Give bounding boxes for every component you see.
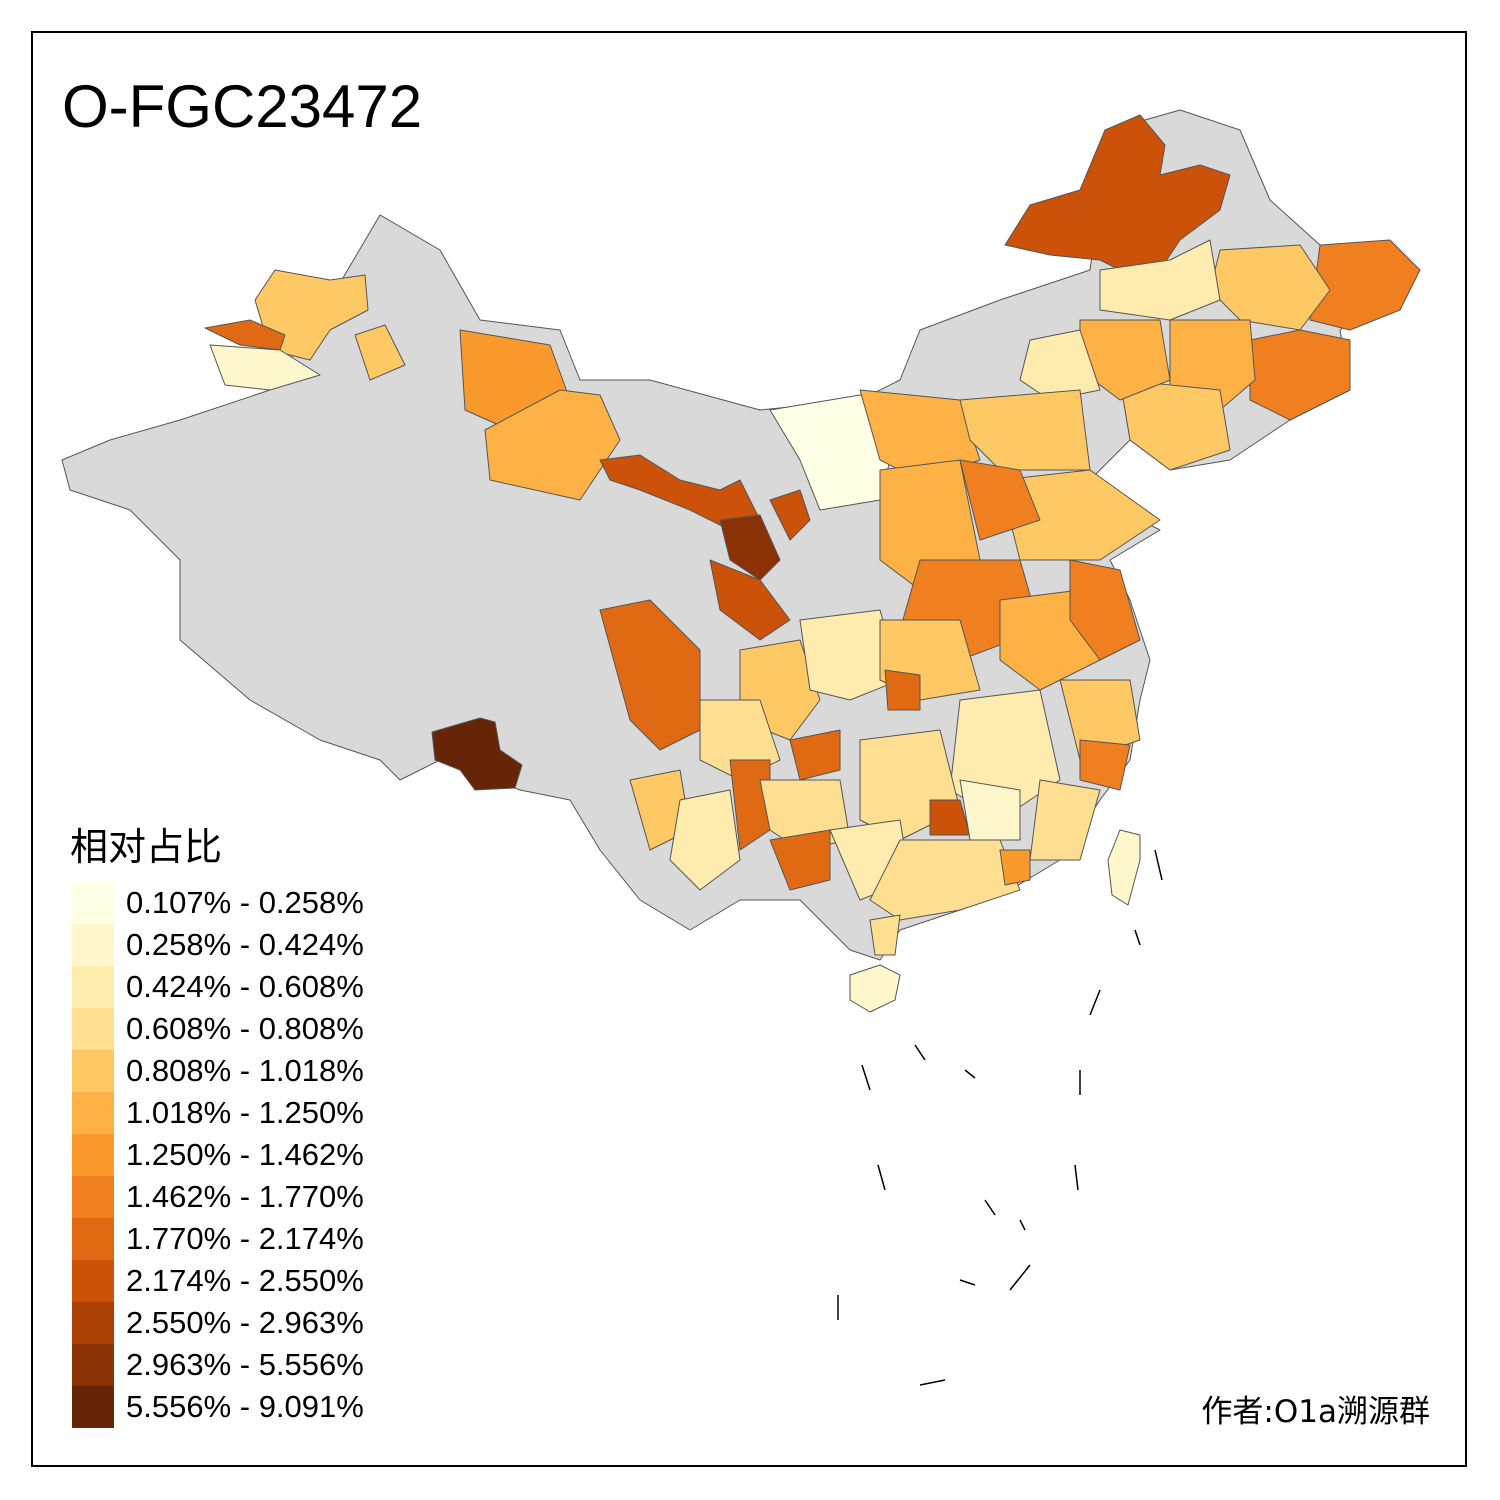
- region-xinjiang-ili-south: [209, 344, 321, 391]
- legend-item: 1.018% - 1.250%: [72, 1092, 364, 1134]
- region-hebei-south: [959, 459, 1041, 541]
- legend-label: 5.556% - 9.091%: [126, 1389, 364, 1424]
- legend-item: 0.608% - 0.808%: [72, 1008, 364, 1050]
- legend-swatch: [72, 924, 114, 966]
- legend-label: 0.608% - 0.808%: [126, 1011, 364, 1046]
- region-hubei-enshi: [884, 669, 921, 711]
- legend-title: 相对占比: [70, 825, 223, 869]
- map-frame: [31, 31, 1467, 1467]
- legend-label: 1.462% - 1.770%: [126, 1179, 364, 1214]
- region-gansu-jiuquan: [484, 389, 621, 501]
- region-xinjiang-urumqi: [354, 324, 406, 381]
- legend-item: 2.550% - 2.963%: [72, 1302, 364, 1344]
- region-hainan: [849, 964, 901, 1013]
- region-guangdong-east: [999, 849, 1031, 886]
- region-zhejiang-south: [1079, 739, 1131, 791]
- region-heilongjiang-east: [1309, 239, 1421, 331]
- legend-swatch: [72, 1092, 114, 1134]
- legend-swatch: [72, 1386, 114, 1428]
- region-ne-dark-orange: [1004, 114, 1231, 271]
- legend-swatch: [72, 1008, 114, 1050]
- region-shandong: [999, 469, 1161, 561]
- region-xinjiang-bortala: [204, 319, 286, 351]
- region-sichuan-east: [799, 609, 901, 701]
- region-fujian: [1029, 779, 1101, 861]
- legend-item: 0.808% - 1.018%: [72, 1050, 364, 1092]
- region-gansu-ganan: [769, 489, 811, 541]
- region-taiwan: [1107, 829, 1141, 906]
- region-gansu-lanzhou: [719, 514, 781, 581]
- region-hebei: [959, 389, 1091, 471]
- map-title: O-FGC23472: [62, 73, 423, 140]
- legend-label: 1.018% - 1.250%: [126, 1095, 364, 1130]
- legend-label: 0.808% - 1.018%: [126, 1053, 364, 1088]
- legend-label: 2.963% - 5.556%: [126, 1347, 364, 1382]
- region-guangxi: [769, 829, 831, 891]
- legend-item: 1.770% - 2.174%: [72, 1218, 364, 1260]
- region-liaoning: [1119, 379, 1231, 471]
- legend-item: 2.174% - 2.550%: [72, 1260, 364, 1302]
- legend-label: 1.770% - 2.174%: [126, 1221, 364, 1256]
- legend: 0.107% - 0.258% 0.258% - 0.424% 0.424% -…: [72, 882, 364, 1428]
- region-gansu-south: [709, 559, 791, 641]
- legend-item: 5.556% - 9.091%: [72, 1386, 364, 1428]
- legend-item: 2.963% - 5.556%: [72, 1344, 364, 1386]
- author-credit: 作者:O1a溯源群: [1201, 1394, 1430, 1430]
- legend-swatch: [72, 1260, 114, 1302]
- legend-swatch: [72, 1218, 114, 1260]
- region-jilin-east: [1249, 329, 1351, 421]
- legend-label: 0.107% - 0.258%: [126, 885, 364, 920]
- region-jiangsu: [1069, 559, 1141, 661]
- legend-label: 2.550% - 2.963%: [126, 1305, 364, 1340]
- legend-swatch: [72, 882, 114, 924]
- legend-label: 1.250% - 1.462%: [126, 1137, 364, 1172]
- region-chongqing: [789, 729, 841, 781]
- legend-swatch: [72, 1050, 114, 1092]
- legend-item: 0.258% - 0.424%: [72, 924, 364, 966]
- legend-swatch: [72, 1302, 114, 1344]
- legend-label: 0.424% - 0.608%: [126, 969, 364, 1004]
- region-jiangxi-south: [959, 779, 1021, 841]
- legend-swatch: [72, 1176, 114, 1218]
- legend-item: 1.462% - 1.770%: [72, 1176, 364, 1218]
- legend-swatch: [72, 1344, 114, 1386]
- legend-swatch: [72, 966, 114, 1008]
- legend-label: 2.174% - 2.550%: [126, 1263, 364, 1298]
- legend-swatch: [72, 1134, 114, 1176]
- region-tibet-shannan: [431, 717, 523, 791]
- region-guangdong: [869, 839, 1021, 921]
- legend-item: 1.250% - 1.462%: [72, 1134, 364, 1176]
- region-leizhou: [869, 914, 901, 956]
- legend-item: 0.107% - 0.258%: [72, 882, 364, 924]
- region-yunnan-mid: [669, 789, 741, 891]
- south-china-sea-marks: [837, 849, 1163, 1386]
- legend-label: 0.258% - 0.424%: [126, 927, 364, 962]
- legend-item: 0.424% - 0.608%: [72, 966, 364, 1008]
- region-nei-mongol-east: [1099, 239, 1221, 321]
